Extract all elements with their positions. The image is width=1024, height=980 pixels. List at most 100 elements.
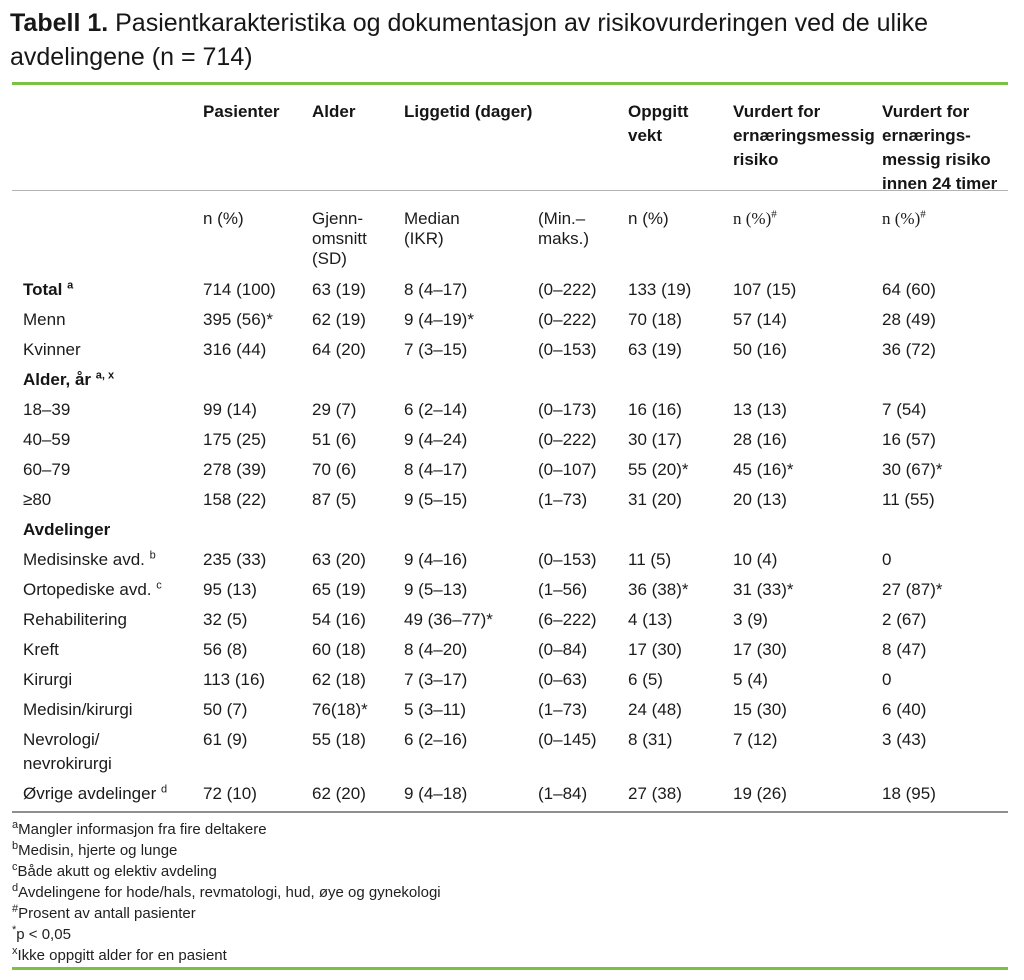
table-cell: 51 (6) <box>312 430 357 449</box>
table-row: Alder, år a, x <box>23 368 1010 398</box>
footnote-divider-rule <box>12 811 1008 813</box>
table-cell: 6 (2–14) <box>404 400 468 419</box>
row-label: Alder, år a, x <box>23 369 115 389</box>
table-cell: 316 (44) <box>203 340 267 359</box>
superscript-marker: # <box>920 208 926 221</box>
table-cell: 3 (9) <box>733 610 768 629</box>
header-row-groups: Pasienter Alder Liggetid (dager) Oppgitt ve… <box>23 93 1010 196</box>
table-cell: 6 (40) <box>882 700 927 719</box>
table-cell: 15 (30) <box>733 700 787 719</box>
table-cell <box>203 368 312 398</box>
table-cell: 62 (19) <box>312 310 366 329</box>
table-cell: 45 (16)* <box>733 460 794 479</box>
table-cell <box>312 518 404 548</box>
row-label: Medisin/kirurgi <box>23 700 133 719</box>
table-cell: 6 (5) <box>628 670 663 689</box>
table-cell: 30 (17) <box>628 430 682 449</box>
table-cell: 13 (13) <box>733 400 787 419</box>
table-cell: 4 (13) <box>628 610 673 629</box>
table-cell: 54 (16) <box>312 610 366 629</box>
table-cell: 5 (3–11) <box>404 700 467 719</box>
table-cell: 8 (4–17) <box>404 280 468 299</box>
table-cell <box>312 368 404 398</box>
column-measure-header: Median (IKR) <box>404 209 460 248</box>
table-row: 40–59 175 (25) 51 (6) 9 (4–24) (0–222) 30 (17… <box>23 428 1010 458</box>
column-measure-header: Gjenn- omsnitt (SD) <box>312 209 367 268</box>
patient-characteristics-table: Pasienter Alder Liggetid (dager) Oppgitt ve… <box>23 93 1010 812</box>
column-measure-header: n (%) <box>628 209 669 228</box>
row-label: 40–59 <box>23 430 71 449</box>
table-cell: 50 (16) <box>733 340 787 359</box>
footnote: aMangler informasjon fra fire deltakere <box>12 819 267 839</box>
table-cell: (0–222) <box>538 430 597 449</box>
row-label: Rehabilitering <box>23 610 127 629</box>
table-cell: 7 (3–15) <box>404 340 468 359</box>
table-cell: (0–63) <box>538 670 588 689</box>
table-row: Menn 395 (56)* 62 (19) 9 (4–19)* (0–222) 70 (… <box>23 308 1010 338</box>
table-cell: 17 (30) <box>628 640 682 659</box>
table-cell: 31 (20) <box>628 490 682 509</box>
table-cell: 0 <box>882 670 892 689</box>
table-row: Øvrige avdelinger d 72 (10) 62 (20) 9 (4–18… <box>23 782 1010 812</box>
row-label: Ortopediske avd. c <box>23 579 162 599</box>
table-row: Rehabilitering 32 (5) 54 (16) 49 (36–77)* (6… <box>23 608 1010 638</box>
table-row: Medisin/kirurgi 50 (7) 76(18)* 5 (3–11) (1–7… <box>23 698 1010 728</box>
table-cell: 10 (4) <box>733 550 778 569</box>
footnote: xIkke oppgitt alder for en pasient <box>12 945 227 965</box>
table-cell: 62 (20) <box>312 784 366 803</box>
table-cell: 64 (60) <box>882 280 936 299</box>
table-cell: 9 (5–13) <box>404 580 468 599</box>
footnote: #Prosent av antall pasienter <box>12 903 196 923</box>
column-group-header: Vurdert for ernærings- messig risiko inn… <box>882 102 998 193</box>
table-cell: 6 (2–16) <box>404 730 468 749</box>
superscript-marker: # <box>12 903 19 915</box>
footnote: *p < 0,05 <box>12 924 71 944</box>
table-cell: 16 (16) <box>628 400 682 419</box>
table-cell: 175 (25) <box>203 430 267 449</box>
superscript-marker: c <box>12 861 18 873</box>
row-label: Kreft <box>23 640 59 659</box>
table-cell: 8 (31) <box>628 730 673 749</box>
table-row: 18–39 99 (14) 29 (7) 6 (2–14) (0–173) 16 (16)… <box>23 398 1010 428</box>
table-cell <box>628 518 733 548</box>
table-row: Avdelinger <box>23 518 1010 548</box>
column-group-header: Oppgitt vekt <box>628 102 689 145</box>
table-cell <box>538 518 628 548</box>
row-label: Øvrige avdelinger d <box>23 783 168 803</box>
table-cell <box>404 368 538 398</box>
footnote: bMedisin, hjerte og lunge <box>12 840 178 860</box>
table-cell: 28 (16) <box>733 430 787 449</box>
table-cell: 113 (16) <box>203 670 266 689</box>
table-cell: 9 (4–19)* <box>404 310 474 329</box>
table-cell: 16 (57) <box>882 430 936 449</box>
table-cell: 64 (20) <box>312 340 366 359</box>
header-row-measures: n (%) Gjenn- omsnitt (SD) Median (IKR) (Min… <box>23 196 1010 278</box>
row-label: 18–39 <box>23 400 71 419</box>
table-cell: 28 (49) <box>882 310 936 329</box>
table-caption: Pasientkarakteristika og dokumentasjon a… <box>10 9 929 71</box>
row-label: Medisinske avd. b <box>23 549 156 569</box>
table-row: ≥80 158 (22) 87 (5) 9 (5–15) (1–73) 31 (20) 20… <box>23 488 1010 518</box>
table-cell: (0–153) <box>538 550 597 569</box>
table-row: Kvinner 316 (44) 64 (20) 7 (3–15) (0–153) 63 … <box>23 338 1010 368</box>
table-cell: 61 (9) <box>203 730 248 749</box>
table-cell: 7 (12) <box>733 730 778 749</box>
superscript-marker: d <box>12 882 19 894</box>
table-cell: 49 (36–77)* <box>404 610 493 629</box>
table-cell: 2 (67) <box>882 610 927 629</box>
table-cell: 8 (47) <box>882 640 927 659</box>
table-cell: 29 (7) <box>312 400 357 419</box>
table-title: Tabell 1. Pasientkarakteristika og dokum… <box>10 6 958 74</box>
footnote: cBåde akutt og elektiv avdeling <box>12 861 217 881</box>
table-cell <box>882 368 1010 398</box>
table-cell: 95 (13) <box>203 580 257 599</box>
table-cell: 17 (30) <box>733 640 787 659</box>
row-label: Menn <box>23 310 66 329</box>
table-cell: 99 (14) <box>203 400 257 419</box>
table-cell: 9 (4–18) <box>404 784 468 803</box>
row-label: ≥80 <box>23 490 52 509</box>
row-label: Avdelinger <box>23 520 111 539</box>
table-cell <box>404 518 538 548</box>
table-cell: 70 (6) <box>312 460 357 479</box>
table-cell: 9 (4–24) <box>404 430 468 449</box>
